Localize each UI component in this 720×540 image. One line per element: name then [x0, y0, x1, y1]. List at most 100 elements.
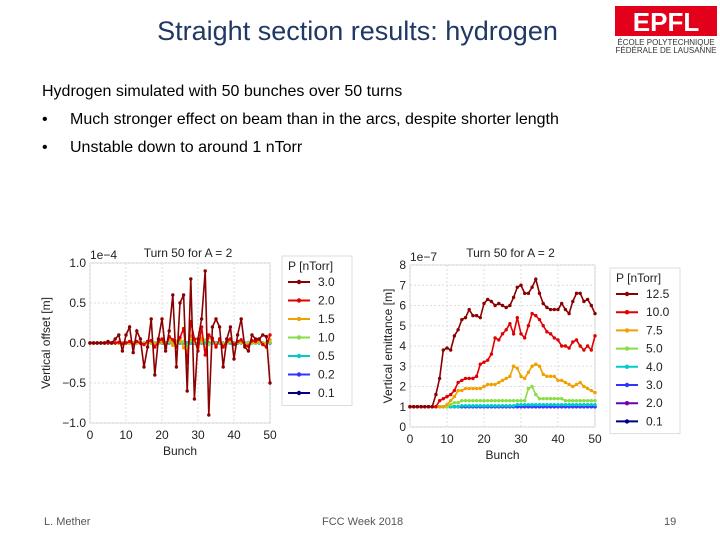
data-point	[493, 303, 497, 308]
x-tick-label: 50	[588, 432, 602, 446]
data-point	[261, 342, 265, 347]
data-point	[574, 382, 579, 387]
data-point	[534, 313, 538, 318]
legend-marker	[296, 279, 302, 285]
data-point	[567, 311, 571, 316]
data-point	[578, 291, 582, 296]
data-point	[497, 380, 501, 385]
data-point	[181, 293, 186, 297]
data-point	[574, 398, 579, 403]
data-point	[408, 405, 412, 409]
legend-label: 0.1	[646, 414, 663, 428]
y-tick-label: 5	[399, 319, 406, 333]
data-point	[482, 360, 486, 364]
data-point	[534, 403, 538, 407]
data-point	[449, 403, 453, 407]
legend-label: 3.0	[646, 378, 663, 392]
data-point	[519, 398, 523, 403]
data-point	[526, 291, 531, 296]
data-point	[246, 349, 251, 353]
data-point	[153, 373, 157, 377]
data-point	[567, 398, 571, 403]
data-point	[117, 333, 121, 337]
x-tick-label: 10	[119, 428, 133, 442]
data-point	[556, 403, 560, 407]
axis-exponent-label: 1e−4	[90, 248, 117, 262]
data-point	[456, 328, 460, 332]
data-point	[434, 405, 438, 409]
data-point	[556, 396, 560, 401]
data-point	[489, 299, 494, 304]
data-point	[493, 398, 497, 403]
bullet-symbol: •	[42, 139, 48, 156]
data-point	[142, 365, 146, 369]
data-point	[99, 341, 103, 345]
data-point	[563, 403, 568, 407]
legend-marker	[624, 346, 630, 351]
data-point	[189, 277, 193, 281]
y-tick-label: 8	[399, 258, 406, 272]
data-point	[207, 413, 211, 417]
data-point	[131, 350, 135, 355]
data-point	[452, 401, 457, 405]
data-point	[445, 394, 449, 399]
data-point	[124, 333, 128, 337]
data-point	[467, 404, 471, 408]
data-point	[489, 398, 494, 403]
footer-event: FCC Week 2018	[322, 516, 404, 528]
legend-marker	[296, 316, 302, 322]
data-point	[486, 297, 490, 302]
data-point	[474, 374, 479, 379]
data-point	[593, 334, 597, 338]
bullet-text: Much stronger effect on beam than in the…	[70, 111, 559, 128]
data-point	[482, 398, 486, 403]
legend-marker	[624, 419, 630, 424]
data-point	[460, 388, 464, 393]
data-point	[589, 388, 593, 393]
data-point	[225, 337, 229, 341]
y-tick-label: −0.5	[62, 376, 86, 390]
data-point	[504, 376, 508, 381]
data-point	[574, 291, 579, 296]
data-point	[571, 403, 575, 407]
data-point	[500, 303, 505, 308]
data-point	[156, 337, 161, 341]
data-point	[582, 384, 586, 389]
data-point	[526, 386, 531, 391]
data-point	[160, 317, 164, 321]
data-point	[149, 317, 153, 321]
y-tick-label: 1	[399, 400, 406, 414]
data-point	[471, 404, 475, 408]
legend: P [nTorr] 12.5 10.0 7.5 5.0 4.0 3.0 2.0 0.1	[609, 267, 681, 435]
data-point	[523, 336, 527, 340]
data-point	[593, 398, 597, 403]
data-point	[578, 403, 582, 407]
data-point	[243, 345, 247, 349]
data-point	[486, 358, 490, 362]
data-point	[214, 317, 218, 321]
data-point	[552, 307, 556, 312]
data-point	[463, 376, 468, 381]
data-point	[185, 389, 189, 393]
data-point	[560, 396, 564, 401]
data-point	[120, 349, 125, 353]
data-point	[563, 344, 568, 348]
data-point	[548, 332, 553, 336]
data-point	[493, 382, 497, 387]
data-point	[95, 341, 99, 345]
data-point	[537, 291, 542, 296]
data-point	[253, 339, 258, 344]
data-point	[563, 398, 568, 403]
data-point	[486, 398, 490, 403]
legend-marker	[296, 390, 302, 396]
data-point	[548, 374, 553, 379]
x-axis-label: Bunch	[163, 444, 197, 458]
data-point	[113, 337, 117, 341]
legend-title: P [nTorr]	[288, 259, 333, 273]
axis-exponent-label: 1e−7	[410, 250, 437, 264]
data-point	[178, 301, 182, 305]
data-point	[160, 337, 164, 341]
data-point	[574, 338, 579, 342]
data-point	[556, 378, 560, 383]
data-point	[471, 376, 475, 381]
